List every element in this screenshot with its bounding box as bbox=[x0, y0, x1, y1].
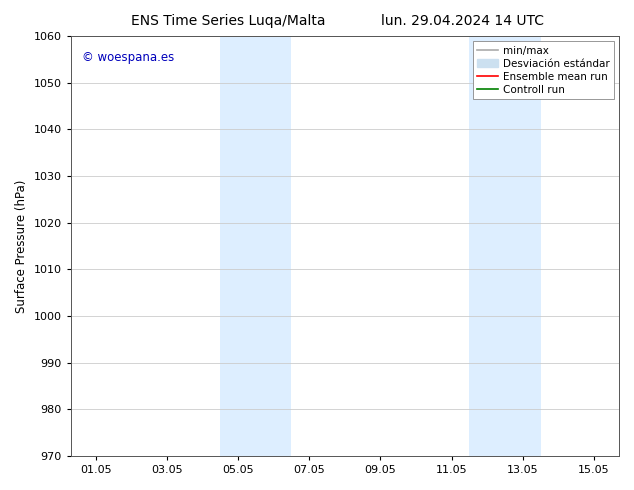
Text: © woespana.es: © woespana.es bbox=[82, 51, 174, 64]
Legend: min/max, Desviación estándar, Ensemble mean run, Controll run: min/max, Desviación estándar, Ensemble m… bbox=[473, 41, 614, 99]
Y-axis label: Surface Pressure (hPa): Surface Pressure (hPa) bbox=[15, 179, 28, 313]
Bar bbox=[469, 36, 541, 456]
Bar bbox=[220, 36, 292, 456]
Text: ENS Time Series Luqa/Malta: ENS Time Series Luqa/Malta bbox=[131, 14, 325, 28]
Text: lun. 29.04.2024 14 UTC: lun. 29.04.2024 14 UTC bbox=[381, 14, 545, 28]
